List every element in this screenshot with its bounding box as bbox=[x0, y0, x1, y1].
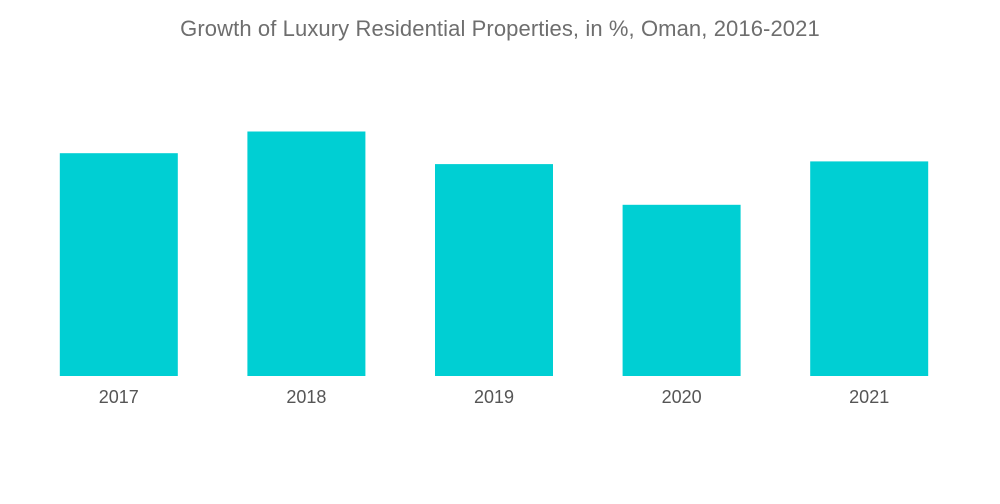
bar-2018 bbox=[247, 131, 366, 376]
x-tick-label-2020: 2020 bbox=[662, 387, 702, 407]
x-tick-label-2017: 2017 bbox=[99, 387, 139, 407]
bar-group bbox=[59, 131, 929, 376]
x-tick-label-2021: 2021 bbox=[849, 387, 889, 407]
bar-2021 bbox=[810, 161, 929, 376]
bar-2020 bbox=[622, 204, 741, 376]
chart-title: Growth of Luxury Residential Properties,… bbox=[180, 16, 820, 41]
x-axis-tick-labels: 2017 2018 2019 2020 2021 bbox=[99, 387, 889, 407]
x-tick-label-2019: 2019 bbox=[474, 387, 514, 407]
bar-2017 bbox=[59, 153, 178, 376]
x-tick-label-2018: 2018 bbox=[286, 387, 326, 407]
bar-2019 bbox=[435, 164, 553, 376]
